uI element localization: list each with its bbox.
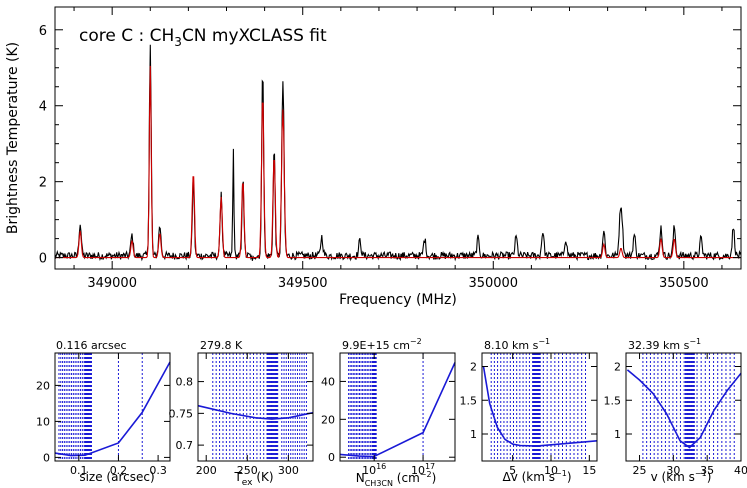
spectrum-y-tick-label: 2 [39,176,47,191]
size-x-tick-label: 0.1 [70,464,88,477]
linewidth-x-tick-label: 10 [544,464,558,477]
spectrum-x-axis-label: Frequency (MHz) [339,292,457,308]
column-density-y-tick-label: 0 [328,451,335,464]
velocity-x-tick-label: 40 [734,464,747,477]
tex-chi2-curve [197,404,314,420]
linewidth-panel-x-label: Δv (km s−1) [503,469,572,484]
spectrum-y-tick-label: 0 [39,252,47,267]
velocity-x-tick-label: 30 [666,464,680,477]
size-x-tick-label: 0.2 [110,464,128,477]
velocity-panel: 32.39 km s−1 v (km s−1) 25 30 35 40 1 1.5 2 [604,337,747,484]
size-plot-frame [54,352,171,462]
spectrum-x-tick-label: 349500 [278,276,328,291]
velocity-plot-frame [625,352,742,462]
spectrum-plot-frame [54,6,742,270]
velocity-y-tick-label: 2 [614,361,621,374]
spectrum-y-tick-label: 6 [39,24,47,39]
size-x-tick-label: 0.3 [149,464,167,477]
column-density-x-tick-label: 1016 [362,462,386,477]
column-density-y-tick-label: 20 [321,413,335,426]
tex-panel-x-label: Tex (K) [233,470,273,488]
velocity-y-tick-label: 1.5 [604,394,622,407]
tex-plot-frame [197,352,314,462]
tex-y-tick-label: 0.7 [176,439,194,452]
tex-x-tick-label: 250 [237,464,258,477]
tex-panel-title: 279.8 K [200,339,243,352]
spectrum-x-tick-label: 349000 [87,276,137,291]
linewidth-chi2-curve [482,366,598,447]
velocity-y-tick-label: 1 [614,428,621,441]
linewidth-y-tick-label: 2 [470,361,477,374]
spectrum-title: core C : CH3CN myXCLASS fit [79,26,327,49]
velocity-panel-title: 32.39 km s−1 [628,337,701,352]
column-density-chi2-curve [339,362,456,458]
size-y-tick-label: 10 [36,415,50,428]
size-chi2-curve [54,361,171,457]
observed-spectrum-line [54,44,742,262]
spectrum-x-tick-label: 350000 [468,276,518,291]
column-density-panel-x-label: NCH3CN (cm−2) [356,470,437,488]
size-panel-x-label: size (arcsec) [79,470,154,484]
linewidth-x-tick-label: 5 [509,464,516,477]
linewidth-panel: 8.10 km s−1 Δv (km s−1) 5 10 15 1 1.5 2 [460,337,598,484]
velocity-chi2-curve [626,369,742,449]
size-panel: 0.116 arcsec size (arcsec) 0.1 0.2 0.3 0 10 2… [36,339,171,484]
size-panel-title: 0.116 arcsec [56,339,127,352]
linewidth-panel-title: 8.10 km s−1 [484,337,550,352]
column-density-panel: 9.9E+15 cm−2 NCH3CN (cm−2) 1016 1017 0 20 40 [321,337,456,488]
linewidth-y-tick-label: 1 [470,428,477,441]
tex-x-tick-label: 200 [196,464,217,477]
column-density-plot-frame [339,352,456,462]
linewidth-plot-frame [481,352,598,462]
tex-y-tick-label: 0.8 [176,376,194,389]
linewidth-y-tick-label: 1.5 [460,394,478,407]
tex-y-tick-label: 0.75 [169,407,194,420]
spectrum-y-tick-label: 4 [39,100,47,115]
tex-x-tick-label: 300 [278,464,299,477]
velocity-panel-x-label: v (km s−1) [651,469,712,484]
spectrum-panel: 349000 349500 350000 350500 0 2 4 6 core C : C… [5,6,742,308]
linewidth-x-tick-label: 15 [582,464,596,477]
size-y-tick-label: 20 [36,379,50,392]
spectrum-x-tick-label: 350500 [659,276,709,291]
fit-spectrum-line [55,65,741,259]
velocity-x-tick-label: 25 [633,464,647,477]
column-density-panel-title: 9.9E+15 cm−2 [342,337,422,352]
size-y-tick-label: 0 [43,451,50,464]
velocity-x-tick-label: 35 [700,464,714,477]
tex-panel: 279.8 K Tex (K) 200 250 300 0.7 0.75 0.8 [169,339,314,488]
column-density-x-tick-label: 1017 [411,462,435,477]
column-density-y-tick-label: 40 [321,375,335,388]
spectrum-y-axis-label: Brightness Temperature (K) [5,42,21,234]
